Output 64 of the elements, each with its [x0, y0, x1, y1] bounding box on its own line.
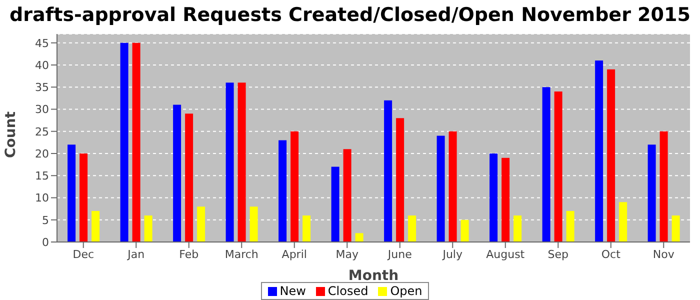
bar	[436, 136, 445, 242]
y-tick-label: 5	[42, 214, 49, 227]
legend-label: Closed	[326, 284, 368, 298]
bar	[68, 144, 76, 242]
bar	[460, 220, 469, 242]
x-tick-label: Nov	[652, 248, 675, 261]
y-axis-title: Count	[2, 111, 19, 158]
x-tick-label: July	[442, 248, 463, 261]
x-tick-label: Dec	[72, 248, 94, 261]
bar	[648, 144, 656, 242]
bar	[343, 149, 352, 242]
y-tick-label: 10	[35, 192, 49, 205]
bar	[542, 87, 550, 242]
x-axis-title: Month	[348, 268, 399, 284]
x-tick-label: August	[486, 248, 526, 261]
bar	[132, 42, 140, 242]
bar	[408, 215, 416, 242]
bar	[607, 69, 616, 242]
x-tick-label: June	[386, 248, 412, 261]
bar	[490, 153, 498, 242]
bar	[660, 131, 668, 242]
y-tick-label: 30	[35, 103, 49, 116]
bar	[144, 215, 152, 242]
legend-label: Open	[389, 284, 422, 298]
x-tick-label: Oct	[601, 248, 622, 261]
bar	[185, 114, 194, 242]
y-tick-label: 40	[35, 58, 49, 72]
bar	[197, 206, 206, 242]
bar	[566, 211, 574, 242]
bar	[173, 104, 182, 242]
legend-label: New	[278, 284, 306, 298]
y-tick-label: 45	[35, 36, 49, 50]
bar	[250, 206, 258, 242]
bar	[355, 233, 364, 242]
y-tick-label: 25	[35, 125, 49, 138]
bar	[278, 140, 287, 242]
bar	[226, 82, 234, 242]
y-tick-label: 15	[35, 170, 49, 183]
x-tick-label: April	[282, 248, 307, 261]
bar	[120, 42, 128, 242]
bar	[331, 166, 340, 242]
x-tick-label: Jan	[126, 248, 145, 261]
x-tick-label: May	[336, 248, 359, 261]
x-tick-label: Feb	[179, 248, 199, 261]
bar	[514, 215, 522, 242]
bar	[238, 82, 246, 242]
bar	[384, 100, 392, 242]
bar	[554, 92, 562, 242]
bar	[290, 131, 299, 242]
bar	[619, 202, 628, 242]
y-tick-label: 35	[35, 81, 49, 94]
bar	[396, 118, 404, 242]
bar	[595, 60, 604, 242]
y-tick-label: 20	[35, 147, 49, 160]
chart-title: drafts-approval Requests Created/Closed/Open November 2015	[8, 3, 692, 28]
bar	[502, 158, 510, 242]
bar	[80, 153, 88, 242]
bar	[448, 131, 457, 242]
y-tick-label: 0	[42, 236, 49, 249]
bar	[302, 215, 311, 242]
x-tick-label: March	[224, 248, 258, 261]
bar	[672, 215, 680, 242]
bar	[92, 211, 100, 242]
x-tick-label: Sep	[548, 248, 569, 261]
